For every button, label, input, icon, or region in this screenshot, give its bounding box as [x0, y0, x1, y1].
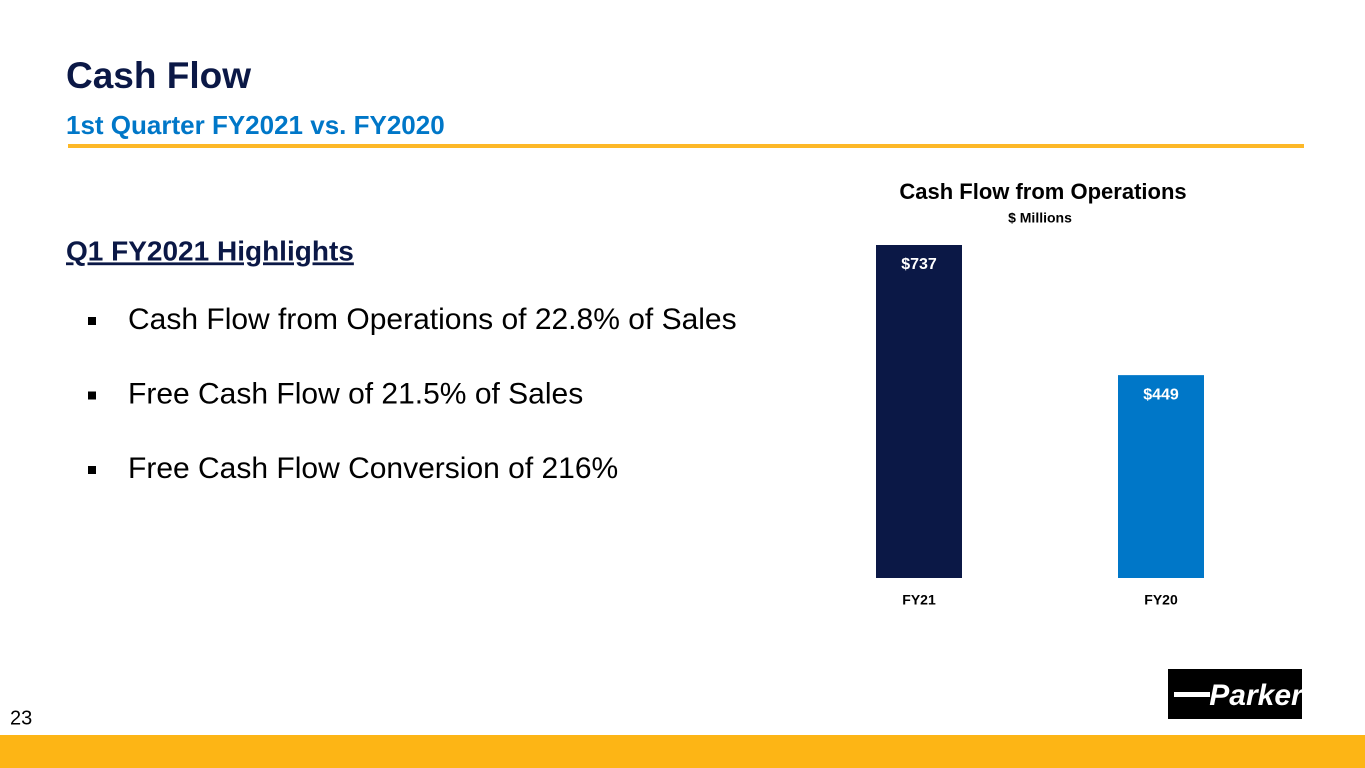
chart-subtitle: $ Millions: [1008, 210, 1072, 226]
logo-stripe: [1174, 692, 1210, 697]
data-label: $449: [1143, 386, 1179, 403]
bar: [876, 245, 962, 578]
bullet-marker: [88, 391, 96, 400]
chart-title: Cash Flow from Operations: [899, 179, 1186, 204]
page-number: 23: [10, 707, 32, 729]
bullet-text: Free Cash Flow Conversion of 216%: [128, 452, 618, 485]
bullet-list: Cash Flow from Operations of 22.8% of Sa…: [88, 303, 737, 485]
bullet-marker: [88, 466, 96, 474]
x-tick-label: FY21: [902, 592, 936, 608]
bar: [1118, 375, 1204, 578]
slide-title: Cash Flow: [66, 55, 251, 96]
bullet-marker: [88, 317, 96, 325]
footer-band: [0, 735, 1365, 768]
title-rule: [68, 144, 1304, 148]
x-tick-label: FY20: [1144, 592, 1178, 608]
highlights-heading: Q1 FY2021 Highlights: [66, 235, 354, 266]
slide-subtitle: 1st Quarter FY2021 vs. FY2020: [66, 110, 445, 140]
bullet-text: Free Cash Flow of 21.5% of Sales: [128, 377, 583, 410]
bullet-text: Cash Flow from Operations of 22.8% of Sa…: [128, 303, 737, 336]
bar-chart: $737 FY21 $449 FY20: [876, 245, 1204, 608]
data-label: $737: [901, 256, 937, 273]
logo-text: Parker: [1209, 679, 1305, 712]
